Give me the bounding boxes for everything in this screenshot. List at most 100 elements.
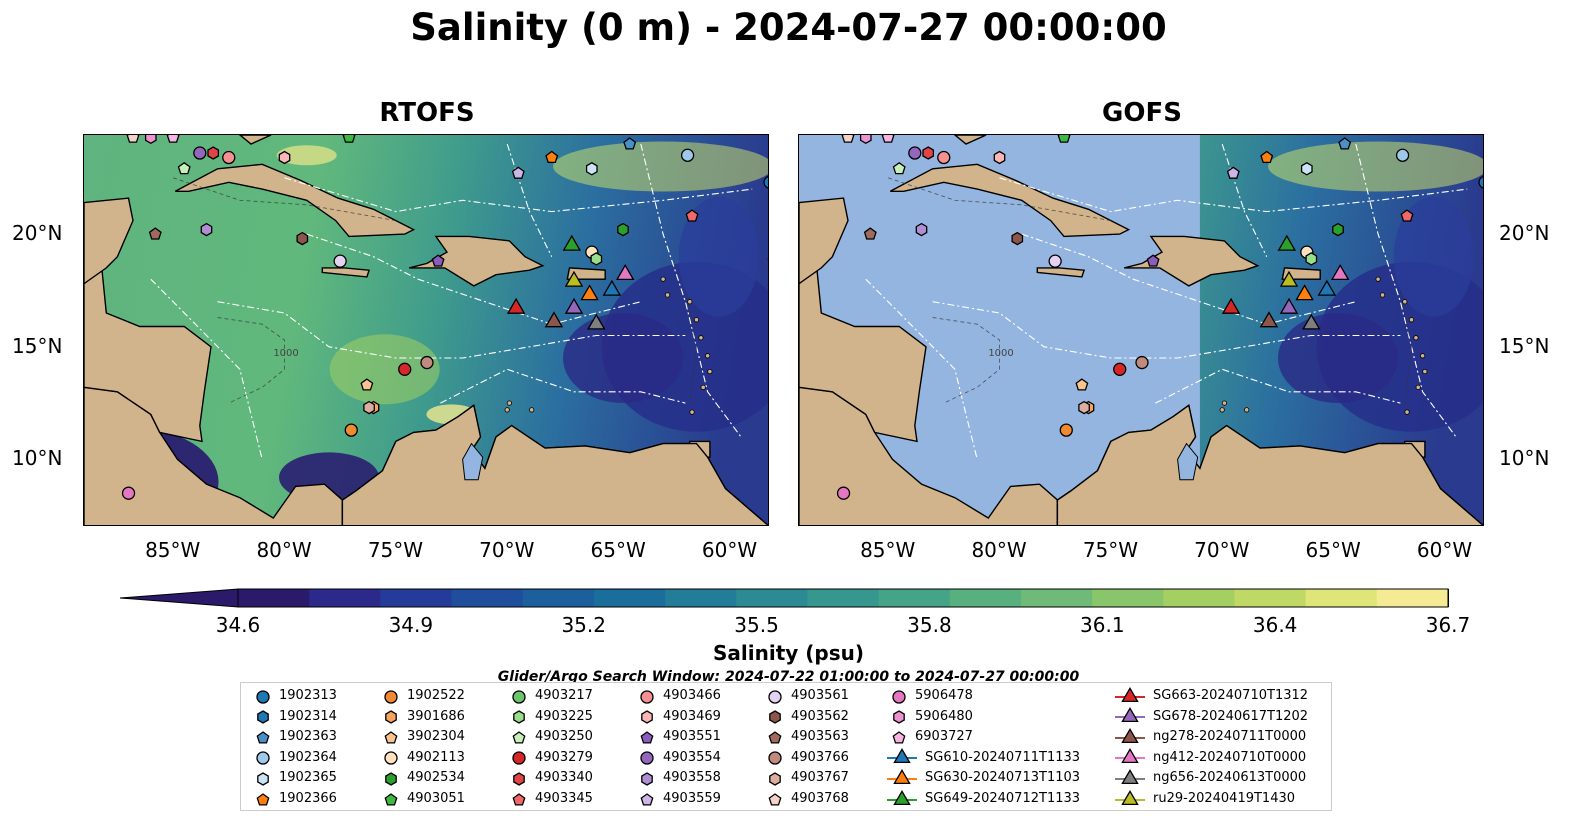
- argo-float-1902364[interactable]: [1395, 148, 1410, 162]
- argo-float-4903559[interactable]: [1226, 166, 1240, 179]
- argo-float-4903340[interactable]: [207, 146, 220, 160]
- argo-float-4903558[interactable]: [915, 222, 928, 237]
- map-canvas: 1000: [799, 135, 1484, 525]
- argo-float-6903727[interactable]: [166, 135, 180, 143]
- argo-float-4903279[interactable]: [398, 362, 412, 376]
- glider-SG678-20240617T1202[interactable]: [564, 297, 584, 314]
- argo-float-4903345[interactable]: [685, 209, 699, 222]
- argo-float-4903563[interactable]: [863, 227, 877, 240]
- argo-float-4903250[interactable]: [177, 161, 191, 175]
- argo-float-3902304[interactable]: [1075, 378, 1089, 391]
- glider-SG610-20240711T1133[interactable]: [602, 279, 622, 296]
- argo-float-6903727[interactable]: [881, 135, 895, 143]
- argo-float-4903051[interactable]: [1057, 135, 1071, 143]
- glider-SG649-20240712T1133[interactable]: [562, 234, 582, 251]
- argo-float-4903551[interactable]: [1146, 254, 1160, 267]
- argo-float-1902364[interactable]: [680, 148, 695, 162]
- argo-float-4903558[interactable]: [200, 222, 213, 237]
- legend-marker-pentagon: [384, 730, 398, 744]
- argo-float-3902304[interactable]: [360, 378, 374, 391]
- argo-float-4903561[interactable]: [333, 254, 347, 268]
- argo-float-4903768[interactable]: [126, 135, 140, 143]
- legend-label: 4903563: [791, 729, 849, 745]
- argo-float-1902363[interactable]: [623, 137, 637, 150]
- argo-float-1902365[interactable]: [1300, 162, 1313, 176]
- map-gofs[interactable]: 1000: [798, 134, 1484, 526]
- argo-float-4902534[interactable]: [1332, 222, 1344, 237]
- legend-symbol: [256, 689, 270, 704]
- argo-float-4903563[interactable]: [148, 227, 162, 240]
- argo-float-4903554[interactable]: [908, 146, 922, 160]
- legend-symbol: [256, 751, 270, 765]
- glider-SG678-20240617T1202[interactable]: [1279, 297, 1299, 314]
- argo-float-4903466[interactable]: [222, 150, 236, 165]
- argo-float-4903225[interactable]: [1305, 252, 1318, 266]
- argo-float-1902363[interactable]: [1338, 137, 1352, 150]
- argo-float-5906480[interactable]: [144, 135, 157, 145]
- legend-symbol: [641, 710, 653, 724]
- argo-float-4903767[interactable]: [1078, 400, 1090, 415]
- argo-float-4903551[interactable]: [431, 254, 445, 267]
- argo-float-4903766[interactable]: [1135, 355, 1149, 370]
- argo-float-1902313[interactable]: [763, 175, 769, 189]
- glider-ng278-20240711T0000[interactable]: [544, 311, 564, 328]
- argo-float-4903340[interactable]: [922, 146, 935, 160]
- glider-SG630-20240713T1103[interactable]: [1295, 284, 1314, 301]
- argo-float-4903051[interactable]: [342, 135, 356, 143]
- glider-ng656-20240613T0000[interactable]: [587, 313, 606, 330]
- glider-SG649-20240712T1133[interactable]: [1277, 234, 1297, 251]
- legend-entry: 4903279: [507, 747, 593, 768]
- lake-maracaibo: [462, 442, 484, 481]
- argo-float-4903279[interactable]: [1113, 362, 1127, 376]
- argo-float-1902366[interactable]: [1260, 150, 1274, 164]
- argo-float-1902313[interactable]: [1478, 175, 1484, 189]
- argo-float-4903767[interactable]: [363, 400, 375, 415]
- glider-ru29-20240419T1430[interactable]: [1279, 270, 1299, 287]
- argo-float-5906478[interactable]: [836, 486, 851, 500]
- legend-marker-pentagon: [768, 730, 782, 744]
- legend-marker-circle: [512, 689, 526, 704]
- argo-float-4903561[interactable]: [1048, 254, 1062, 268]
- glider-ng412-20240710T0000[interactable]: [1330, 263, 1350, 281]
- argo-float-1902365[interactable]: [585, 162, 598, 176]
- argo-float-4903217[interactable]: [1482, 253, 1484, 265]
- argo-float-4903562[interactable]: [296, 231, 309, 246]
- argo-float-4903469[interactable]: [278, 150, 291, 165]
- eez-boundary: [1155, 368, 1401, 404]
- argo-float-5906478[interactable]: [121, 486, 136, 500]
- lat-tick-label-left: 10°N: [12, 446, 63, 471]
- glider-ng656-20240613T0000[interactable]: [1302, 313, 1321, 330]
- glider-ru29-20240419T1430[interactable]: [564, 270, 584, 287]
- argo-float-4903562[interactable]: [1011, 231, 1024, 246]
- land-polygon: [889, 163, 1131, 238]
- argo-float-4903554[interactable]: [193, 146, 207, 160]
- legend-marker-triangle: [1115, 789, 1145, 805]
- argo-float-4903250[interactable]: [892, 161, 906, 175]
- argo-float-1902522[interactable]: [344, 423, 358, 437]
- legend-label: 3902304: [407, 729, 465, 745]
- argo-float-5906480[interactable]: [859, 135, 872, 145]
- legend-label: 3901686: [407, 708, 465, 724]
- glider-ng278-20240711T0000[interactable]: [1259, 311, 1279, 328]
- argo-float-4903766[interactable]: [420, 355, 434, 370]
- argo-float-4903345[interactable]: [1400, 209, 1414, 222]
- argo-float-4903559[interactable]: [511, 166, 525, 179]
- legend-entry: ru29-20240419T1430: [1115, 788, 1295, 809]
- glider-SG663-20240710T1312[interactable]: [1221, 297, 1241, 314]
- argo-float-4903217[interactable]: [767, 253, 769, 265]
- argo-float-4902534[interactable]: [617, 222, 629, 237]
- legend-entry: 4902113: [379, 747, 465, 768]
- glider-ng412-20240710T0000[interactable]: [615, 263, 635, 281]
- argo-float-4903768[interactable]: [841, 135, 855, 143]
- small-island: [1221, 400, 1228, 406]
- argo-float-4903225[interactable]: [590, 252, 603, 266]
- eez-boundary: [1355, 143, 1457, 438]
- map-rtofs[interactable]: 1000: [83, 134, 769, 526]
- argo-float-4903466[interactable]: [937, 150, 951, 165]
- argo-float-1902522[interactable]: [1059, 423, 1073, 437]
- argo-float-1902366[interactable]: [545, 150, 559, 164]
- glider-SG610-20240711T1133[interactable]: [1317, 279, 1337, 296]
- argo-float-4903469[interactable]: [993, 150, 1006, 165]
- glider-SG663-20240710T1312[interactable]: [506, 297, 526, 314]
- glider-SG630-20240713T1103[interactable]: [580, 284, 599, 301]
